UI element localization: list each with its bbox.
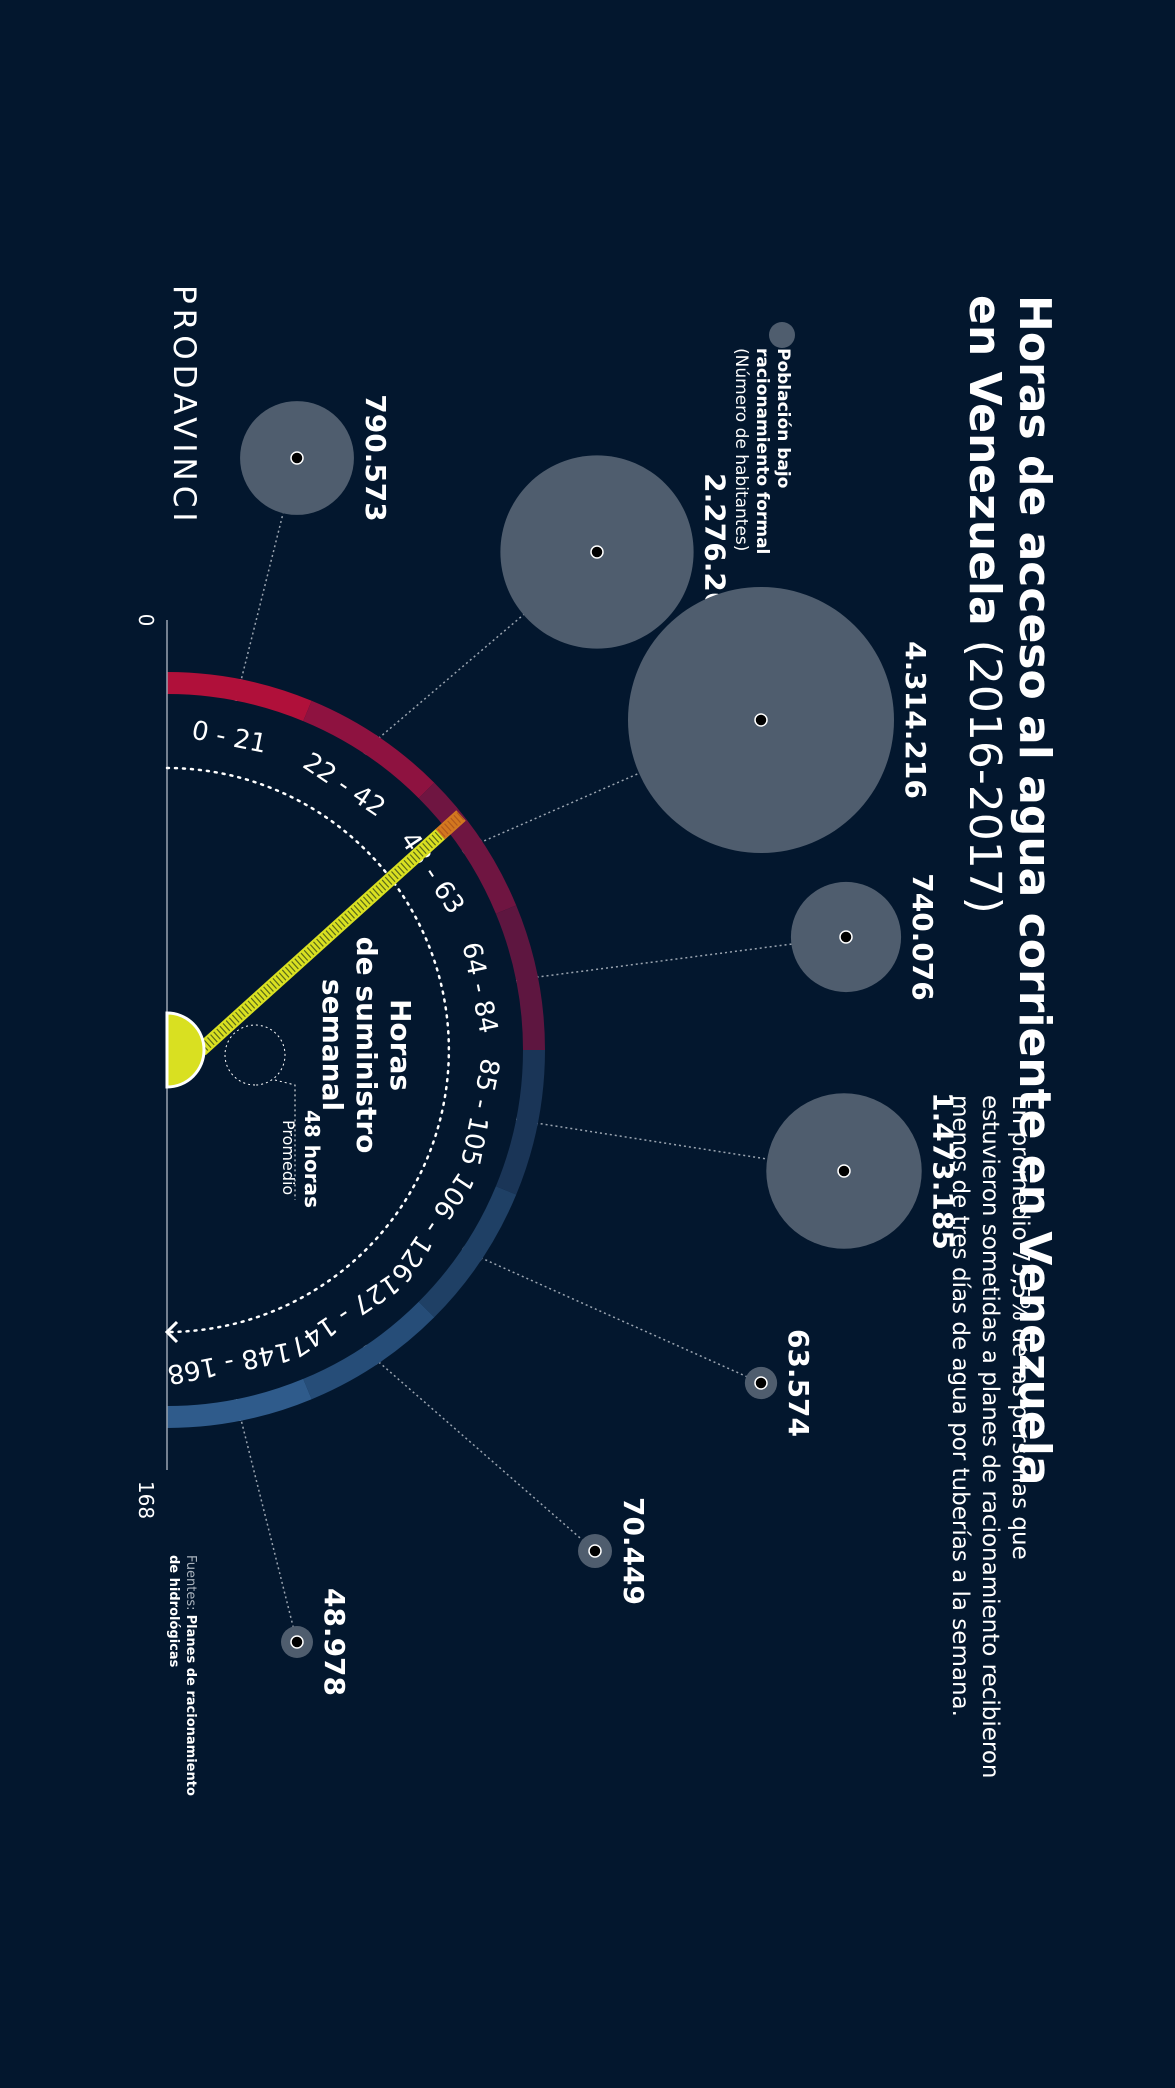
arc-segment-3 xyxy=(418,782,517,914)
center-label-3: semanal xyxy=(316,979,349,1111)
average-label: Promedio xyxy=(279,1120,298,1195)
bubble-center-dot-8 xyxy=(290,1635,304,1649)
center-label-2: de suministro xyxy=(350,937,383,1154)
arc-segment-7 xyxy=(303,1301,435,1400)
population-label-3: 4.314.216 xyxy=(899,641,932,799)
connector-line-5 xyxy=(526,1120,845,1172)
source-line-2: de hidrológicas xyxy=(166,1555,181,1668)
source-text-2: de hidrológicas xyxy=(166,1555,181,1668)
needle-hub xyxy=(165,1011,206,1089)
title-line-1: Horas de acceso al agua corriente en Ven… xyxy=(1009,295,1060,1486)
legend-label-2: racionamiento formal xyxy=(752,348,772,554)
average-callout-line xyxy=(274,1079,296,1200)
arrowhead-icon xyxy=(164,1320,179,1344)
arc-segment-2 xyxy=(303,700,435,799)
connector-line-4 xyxy=(526,936,847,980)
subtitle-line-3: menos de tres días de agua por tuberías … xyxy=(947,1095,973,1717)
bubble-center-dot-3 xyxy=(754,713,768,727)
average-needle xyxy=(165,810,466,1089)
title-location: en Venezuela xyxy=(959,295,1010,626)
bubbles: 790.5732.276.2654.314.216740.0761.473.18… xyxy=(227,394,960,1696)
title-line-2: en Venezuela (2016-2017) xyxy=(959,295,1010,914)
needle-tip xyxy=(435,810,466,840)
arc-segment-8 xyxy=(167,1378,312,1428)
source-text-1: Planes de racionamiento xyxy=(183,1615,198,1796)
arc-segment-1 xyxy=(167,672,312,722)
population-label-7: 70.449 xyxy=(617,1497,650,1605)
center-label-1: Horas xyxy=(384,999,417,1091)
legend-label-1: Población bajo xyxy=(773,348,793,488)
average-value: 48 horas xyxy=(300,1110,324,1208)
axis-min-label: 0 xyxy=(134,614,158,627)
brand-logo: PRODAVINCI xyxy=(166,285,202,527)
arc-segment-5 xyxy=(495,1050,545,1195)
source-line-1: Fuentes: Planes de racionamiento xyxy=(183,1555,198,1796)
hour-arcs xyxy=(167,672,545,1428)
title-years: (2016-2017) xyxy=(959,640,1010,914)
bubble-center-dot-7 xyxy=(588,1544,602,1558)
source-prefix: Fuentes: xyxy=(183,1555,198,1615)
subtitle-line-1: En promedio 75,5% de las personas que xyxy=(1007,1095,1033,1560)
axis-max-label: 168 xyxy=(134,1481,158,1519)
population-label-6: 63.574 xyxy=(782,1329,815,1437)
arc-segment-6 xyxy=(418,1186,517,1318)
subtitle-line-2: estuvieron sometidas a planes de raciona… xyxy=(977,1095,1003,1779)
bubble-center-dot-2 xyxy=(590,545,604,559)
subtitle: En promedio 75,5% de las personas que es… xyxy=(947,1095,1033,1786)
population-label-1: 790.573 xyxy=(359,394,392,522)
population-label-8: 48.978 xyxy=(318,1588,351,1696)
legend-bubble-icon xyxy=(769,322,795,348)
legend: Población bajo racionamiento formal (Núm… xyxy=(731,322,795,554)
bubble-center-dot-4 xyxy=(839,930,853,944)
bubble-center-dot-1 xyxy=(290,451,304,465)
population-label-4: 740.076 xyxy=(906,873,939,1001)
arc-segment-4 xyxy=(495,905,545,1050)
population-label-5: 1.473.185 xyxy=(927,1092,960,1250)
average-callout-ring xyxy=(224,1024,286,1086)
direction-dotted-arc xyxy=(165,766,451,1334)
bubble-center-dot-6 xyxy=(754,1376,768,1390)
legend-label-3: (Número de habitantes) xyxy=(731,348,751,551)
bubble-center-dot-5 xyxy=(837,1164,851,1178)
